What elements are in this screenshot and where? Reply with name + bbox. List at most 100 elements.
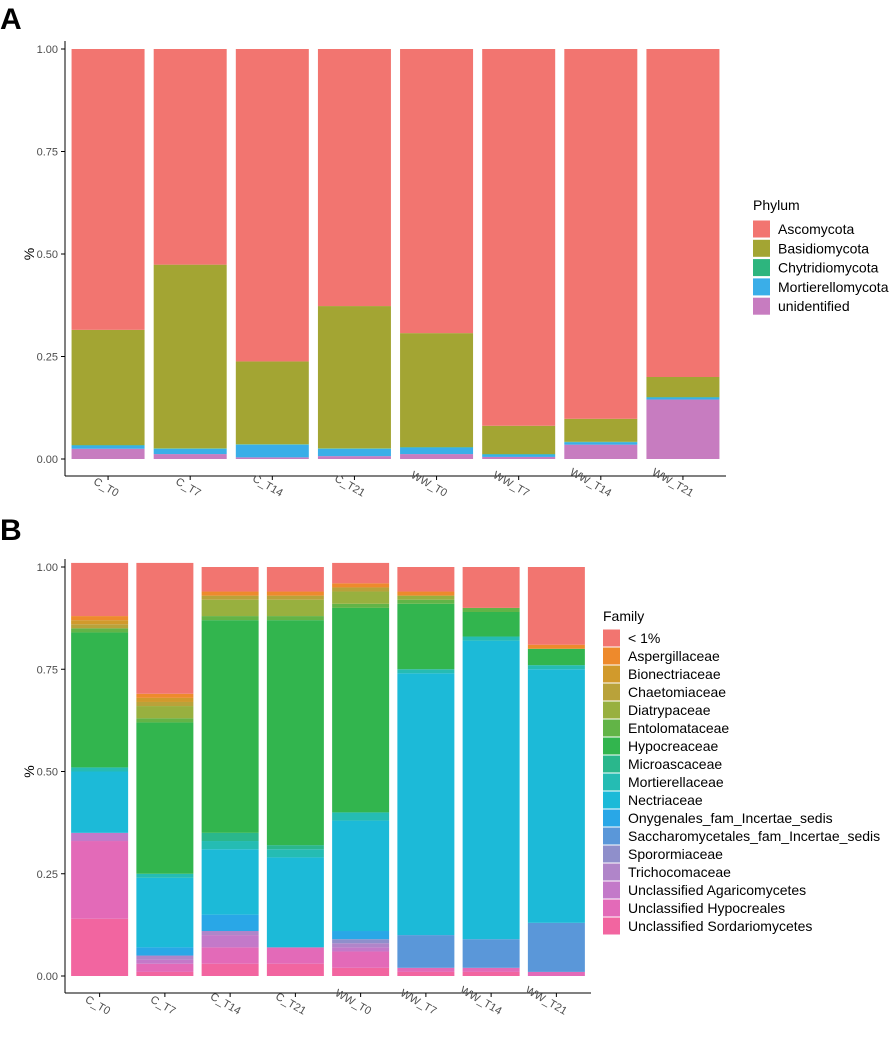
bar-segment-unclassified-sordariomycetes: [266, 963, 324, 976]
bar-segment-mortierellomycota: [564, 442, 638, 445]
legend-label-trichocomaceae: Trichocomaceae: [628, 864, 731, 880]
bar-segment-aspergillaceae: [201, 591, 259, 596]
bar-segment-diatrypaceae: [332, 591, 390, 604]
legend-label-aspergillaceae: Aspergillaceae: [628, 648, 720, 664]
bar-segment-onygenales-fam-incertae-sedis: [332, 931, 390, 940]
bar-segment-chaetomiaceae: [136, 701, 194, 707]
legend-title: Family: [603, 608, 644, 624]
x-tick-label: C_T0: [91, 476, 120, 500]
panel-b-chart: 0.00 0.25 0.50 0.75 1.00% C_T0 C_T7 C_T14 C_T21 W…: [21, 559, 880, 1018]
x-tick-label: WW_T21: [523, 984, 569, 1017]
bar-segment-mortierellaceae: [136, 873, 194, 878]
legend-key-nectriaceae: [603, 791, 620, 809]
legend-label-sporormiaceae: Sporormiaceae: [628, 846, 723, 862]
legend-key-unclassified-hypocreales: [603, 899, 620, 917]
legend-key-1: [603, 629, 620, 647]
bar-segment-ascomycota: [400, 49, 474, 334]
x-tick-label: C_T21: [332, 473, 367, 500]
bar-segment-unclassified-hypocreales: [462, 967, 520, 972]
bar-segment-hypocreaceae: [71, 632, 129, 768]
legend-label-unidentified: unidentified: [778, 298, 850, 314]
bar-segment-unclassified-sordariomycetes: [201, 963, 259, 976]
legend-key-chaetomiaceae: [603, 683, 620, 701]
legend-key-ascomycota: [753, 220, 770, 238]
legend-label-unclassified-sordariomycetes: Unclassified Sordariomycetes: [628, 918, 812, 934]
bar-segment-nectriaceae: [332, 820, 390, 932]
legend-key-unclassified-sordariomycetes: [603, 917, 620, 935]
legend-label-chytridiomycota: Chytridiomycota: [778, 260, 879, 276]
bar-segment-1: [136, 562, 194, 694]
bar-segment-microascaceae: [266, 845, 324, 850]
bar-segment-mortierellaceae: [462, 636, 520, 641]
bar-segment-hypocreaceae: [136, 722, 194, 874]
x-tick-label: WW_T14: [458, 984, 504, 1017]
bar-segment-entolomataceae: [397, 599, 455, 604]
bar-segment-entolomataceae: [136, 718, 194, 723]
bar-segment-ascomycota: [482, 49, 556, 426]
panel-a-chart: 0.00 0.25 0.50 0.75 1.00% C_T0 C_T7 C_T14 C_T21 W…: [21, 41, 889, 500]
bar-segment-entolomataceae: [462, 607, 520, 612]
legend-key-saccharomycetales-fam-incertae-sedis: [603, 827, 620, 845]
legend-label-saccharomycetales-fam-incertae-sedis: Saccharomycetales_fam_Incertae_sedis: [628, 828, 880, 844]
bar-segment-1: [332, 562, 390, 584]
bar-segment-onygenales-fam-incertae-sedis: [136, 947, 194, 956]
bar-segment-unclassified-hypocreales: [71, 841, 129, 919]
bar-segment-unidentified: [153, 454, 227, 459]
bar-segment-1: [527, 567, 585, 645]
bar-segment-trichocomaceae: [201, 931, 259, 936]
x-tick-label: C_T7: [148, 994, 177, 1018]
bar-segment-unidentified: [482, 456, 556, 459]
y-tick-label: 0.25: [37, 352, 58, 364]
legend-key-microascaceae: [603, 755, 620, 773]
y-axis-title: %: [21, 248, 37, 260]
y-axis-title: %: [21, 765, 37, 777]
legend-key-hypocreaceae: [603, 737, 620, 755]
legend-key-unidentified: [753, 297, 770, 315]
bar-segment-basidiomycota: [153, 264, 227, 449]
bar-segment-unidentified: [564, 444, 638, 459]
bar-segment-hypocreaceae: [201, 620, 259, 833]
bar-segment-hypocreaceae: [462, 611, 520, 637]
legend-label-nectriaceae: Nectriaceae: [628, 792, 703, 808]
legend-label-diatrypaceae: Diatrypaceae: [628, 702, 711, 718]
x-tick-label: C_T14: [250, 473, 285, 500]
legend-label-chaetomiaceae: Chaetomiaceae: [628, 684, 726, 700]
bar-segment-mortierellaceae: [201, 841, 259, 850]
bar-segment-hypocreaceae: [527, 648, 585, 666]
bar-segment-unidentified: [317, 456, 391, 459]
x-tick-label: C_T14: [208, 991, 243, 1018]
x-tick-label: WW_T0: [409, 469, 449, 499]
bar-segment-diatrypaceae: [201, 599, 259, 617]
bar-segment-unclassified-sordariomycetes: [71, 918, 129, 976]
bar-segment-mortierellomycota: [153, 448, 227, 455]
bar-segment-basidiomycota: [317, 306, 391, 449]
bar-segment-unidentified: [646, 399, 720, 459]
bar-segment-entolomataceae: [332, 603, 390, 608]
bar-segment-unclassified-agaricomycetes: [332, 947, 390, 952]
legend-label-1: < 1%: [628, 630, 660, 646]
bar-segment-1: [71, 562, 129, 617]
x-tick-label: WW_T14: [568, 466, 614, 499]
panel-label-b: B: [0, 514, 22, 547]
bar-segment-mortierellomycota: [400, 447, 474, 455]
bar-segment-1: [266, 567, 324, 592]
bar-segment-aspergillaceae: [527, 644, 585, 649]
x-tick-label: WW_T7: [491, 469, 531, 499]
bar-segment-unclassified-sordariomycetes: [462, 971, 520, 976]
bar-segment-mortierellaceae: [266, 849, 324, 858]
bar-segment-hypocreaceae: [397, 603, 455, 670]
bar-segment-entolomataceae: [201, 616, 259, 621]
legend-key-diatrypaceae: [603, 701, 620, 719]
bar-segment-aspergillaceae: [136, 693, 194, 698]
y-tick-label: 0.50: [37, 767, 58, 779]
bar-segment-bionectriaceae: [136, 697, 194, 702]
bar-segment-chaetomiaceae: [332, 587, 390, 592]
legend-key-chytridiomycota: [753, 259, 770, 277]
bar-segment-sporormiaceae: [332, 939, 390, 944]
bar-segment-microascaceae: [201, 832, 259, 842]
bar-segment-nectriaceae: [136, 877, 194, 948]
bar-segment-entolomataceae: [71, 628, 129, 633]
bar-segment-mortierellaceae: [397, 669, 455, 674]
legend-label-unclassified-agaricomycetes: Unclassified Agaricomycetes: [628, 882, 806, 898]
bar-segment-unclassified-hypocreales: [136, 963, 194, 972]
